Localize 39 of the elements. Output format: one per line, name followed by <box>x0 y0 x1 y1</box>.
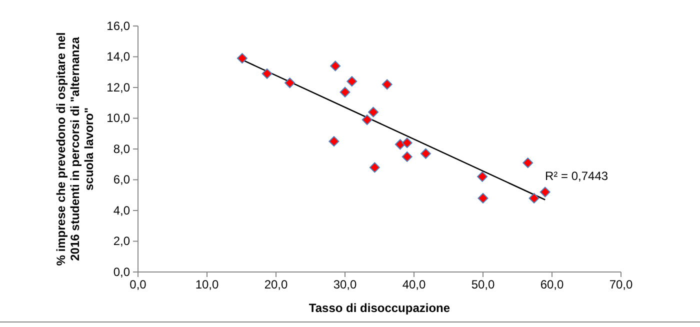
point <box>540 186 550 198</box>
annotation: R² = 0,7443 <box>545 169 608 183</box>
y-tick-label: 2,0 <box>113 234 130 248</box>
x-tick-label: 70,0 <box>609 278 633 292</box>
x-tick-label: 10,0 <box>195 278 219 292</box>
point <box>528 192 540 204</box>
x-tick-label: 30,0 <box>333 278 357 292</box>
point <box>420 148 431 159</box>
y-tick-label: 8,0 <box>113 142 130 156</box>
point <box>284 78 296 88</box>
y-axis-title: % imprese che prevedono di ospitare nel 2016 studenti in percorsi di "alternanza scuola lavoro" <box>54 32 96 266</box>
point <box>522 158 534 168</box>
point <box>262 68 272 79</box>
x-tick-label: 0,0 <box>130 278 147 292</box>
point <box>346 76 358 87</box>
point <box>402 138 412 148</box>
point <box>330 60 341 72</box>
x-tick-label: 60,0 <box>540 278 564 292</box>
y-tick-label: 12,0 <box>106 80 130 94</box>
point <box>477 171 488 182</box>
y-tick-label: 6,0 <box>113 172 130 187</box>
point <box>328 136 340 147</box>
point <box>340 86 350 98</box>
point <box>382 79 392 90</box>
point <box>236 53 248 64</box>
y-tick-label: 10,0 <box>106 111 130 126</box>
y-tick-label: 4,0 <box>113 203 130 218</box>
x-tick-label: 40,0 <box>402 278 426 292</box>
y-tick-label: 16,0 <box>106 18 130 33</box>
x-axis-title: Tasso di disoccupazione <box>308 301 450 315</box>
y-tick-label: 0,0 <box>113 264 130 279</box>
x-tick-label: 20,0 <box>264 278 288 292</box>
x-tick-label: 50,0 <box>471 278 495 292</box>
point <box>368 106 379 118</box>
point <box>402 151 412 162</box>
point <box>369 162 380 173</box>
point <box>478 192 488 204</box>
point <box>362 114 372 126</box>
y-tick-label: 14,0 <box>106 50 130 64</box>
